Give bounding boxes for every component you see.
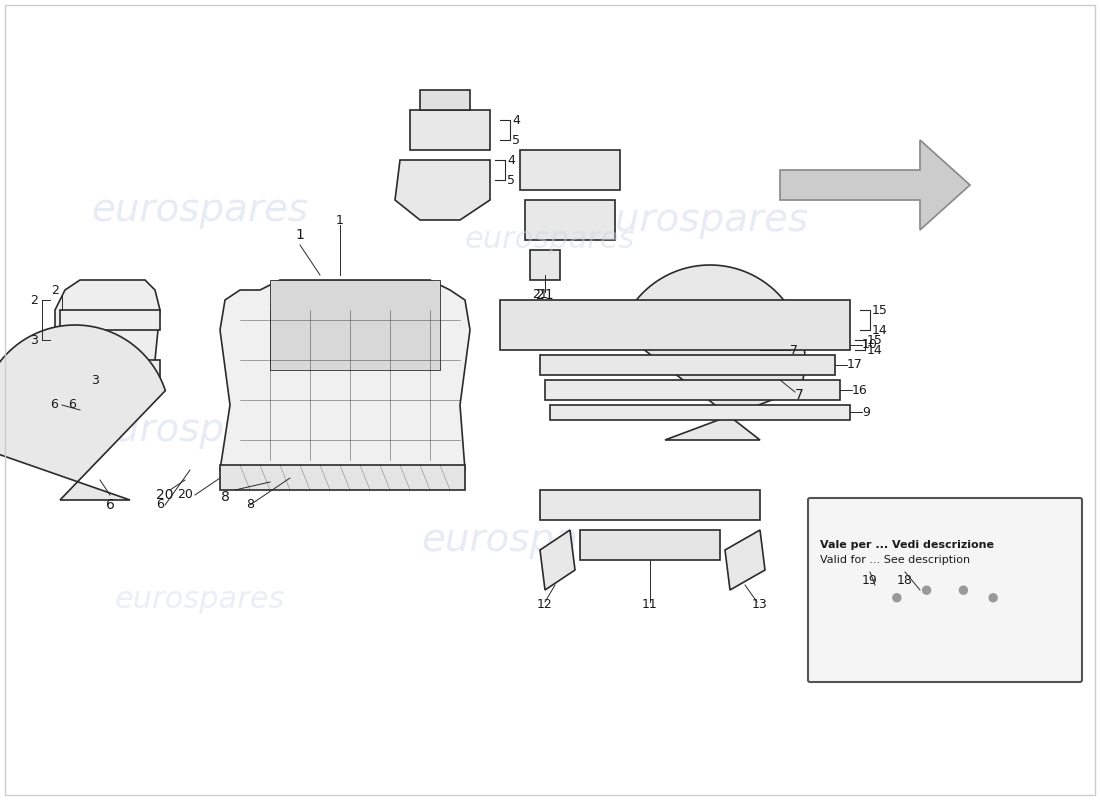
- Text: 18: 18: [898, 574, 913, 586]
- Text: 20: 20: [156, 488, 174, 502]
- Text: 11: 11: [642, 598, 658, 611]
- Polygon shape: [0, 325, 165, 500]
- Text: 2: 2: [51, 283, 59, 297]
- Circle shape: [989, 594, 997, 602]
- Text: 4: 4: [512, 114, 520, 126]
- Text: 20: 20: [177, 489, 192, 502]
- Polygon shape: [780, 140, 970, 230]
- Text: eurospares: eurospares: [91, 411, 309, 449]
- Text: 6: 6: [106, 498, 114, 512]
- Text: 21: 21: [532, 289, 548, 302]
- Polygon shape: [540, 530, 575, 590]
- Text: eurospares: eurospares: [465, 226, 635, 254]
- Polygon shape: [55, 280, 160, 370]
- Text: 14: 14: [872, 323, 888, 337]
- Text: 15: 15: [867, 334, 883, 346]
- Polygon shape: [580, 530, 720, 560]
- Polygon shape: [60, 360, 160, 385]
- Polygon shape: [544, 380, 840, 400]
- Text: 7: 7: [795, 388, 804, 402]
- Polygon shape: [220, 280, 470, 480]
- Text: 1: 1: [296, 228, 305, 242]
- Polygon shape: [619, 265, 805, 440]
- Polygon shape: [525, 200, 615, 240]
- Text: 14: 14: [867, 343, 882, 357]
- Text: 3: 3: [91, 374, 99, 386]
- Polygon shape: [60, 310, 160, 330]
- Polygon shape: [220, 465, 465, 490]
- Text: 21: 21: [536, 288, 553, 302]
- Text: 9: 9: [862, 406, 870, 418]
- Polygon shape: [410, 110, 490, 150]
- Text: 1: 1: [337, 214, 344, 226]
- Circle shape: [959, 586, 967, 594]
- Text: 13: 13: [752, 598, 768, 611]
- Polygon shape: [500, 300, 850, 350]
- Text: 16: 16: [852, 383, 868, 397]
- Polygon shape: [540, 490, 760, 520]
- Text: eurospares: eurospares: [91, 191, 309, 229]
- Text: 8: 8: [221, 490, 230, 504]
- Polygon shape: [270, 280, 440, 370]
- Polygon shape: [530, 250, 560, 280]
- Circle shape: [923, 586, 931, 594]
- Text: 6: 6: [156, 498, 164, 511]
- Text: 15: 15: [872, 303, 888, 317]
- Polygon shape: [550, 405, 850, 420]
- Text: 7: 7: [790, 343, 798, 357]
- Circle shape: [893, 594, 901, 602]
- Text: Vale per ... Vedi descrizione: Vale per ... Vedi descrizione: [820, 540, 994, 550]
- Text: 17: 17: [847, 358, 862, 371]
- FancyBboxPatch shape: [808, 498, 1082, 682]
- Text: 4: 4: [507, 154, 515, 166]
- Text: 8: 8: [246, 498, 254, 511]
- Polygon shape: [876, 586, 1014, 607]
- Text: 19: 19: [862, 574, 878, 586]
- Polygon shape: [420, 90, 470, 110]
- Text: 6: 6: [51, 398, 58, 411]
- Text: 5: 5: [507, 174, 515, 186]
- Text: 3: 3: [30, 334, 38, 346]
- Text: Valid for ... See description: Valid for ... See description: [820, 555, 970, 565]
- Text: 2: 2: [30, 294, 38, 306]
- Text: eurospares: eurospares: [114, 586, 285, 614]
- Polygon shape: [725, 530, 764, 590]
- Text: 10: 10: [862, 338, 878, 351]
- Text: 5: 5: [512, 134, 520, 146]
- Text: 6: 6: [68, 398, 76, 411]
- Polygon shape: [520, 150, 620, 190]
- Text: eurospares: eurospares: [421, 521, 639, 559]
- Polygon shape: [395, 160, 490, 220]
- Text: eurospares: eurospares: [592, 201, 808, 239]
- Text: 12: 12: [537, 598, 553, 611]
- Polygon shape: [540, 355, 835, 375]
